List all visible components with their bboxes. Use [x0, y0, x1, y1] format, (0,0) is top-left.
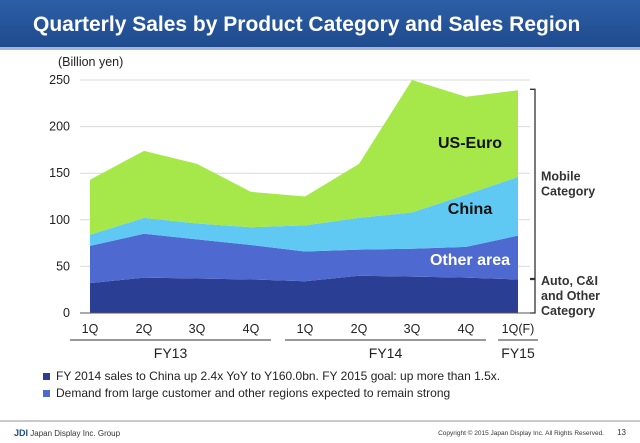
x-tick-label: 1Q — [297, 322, 314, 336]
bracket-label: and Other — [541, 289, 600, 303]
category-bracket — [530, 278, 536, 314]
y-tick-label: 0 — [63, 306, 70, 320]
company-name: Japan Display Inc. Group — [30, 429, 121, 438]
y-tick-label: 100 — [49, 213, 70, 227]
category-bracket — [530, 88, 536, 280]
series-label: Other area — [430, 252, 510, 269]
bullet-icon — [43, 390, 50, 397]
copyright-text: Copyright © 2015 Japan Display Inc. All … — [438, 430, 604, 437]
area-other-area — [90, 233, 518, 284]
page-number: 13 — [617, 428, 626, 437]
group-label: FY14 — [369, 345, 403, 361]
group-label: FY15 — [501, 345, 535, 361]
x-tick-label: 3Q — [404, 322, 421, 336]
logo-mark: JDI — [14, 428, 29, 438]
note-item: FY 2014 sales to China up 2.4x YoY to Y1… — [40, 368, 630, 385]
x-tick-label: 3Q — [189, 322, 206, 336]
bracket-label: Category — [541, 184, 595, 198]
footer-divider — [0, 420, 640, 422]
area-auto-ci-other — [90, 275, 518, 313]
group-label: FY13 — [154, 345, 188, 361]
y-tick-label: 150 — [49, 166, 70, 180]
x-tick-label: 4Q — [458, 322, 475, 336]
y-unit-label: (Billion yen) — [58, 55, 123, 69]
series-label: US-Euro — [438, 135, 502, 152]
y-tick-label: 250 — [49, 73, 70, 87]
x-tick-label: 1Q — [82, 322, 99, 336]
notes-list: FY 2014 sales to China up 2.4x YoY to Y1… — [40, 368, 630, 402]
company-logo: JDI Japan Display Inc. Group — [14, 428, 120, 438]
y-tick-label: 50 — [56, 259, 70, 273]
x-tick-label: 4Q — [243, 322, 260, 336]
x-tick-label: 1Q(F) — [502, 322, 535, 336]
note-item: Demand from large customer and other reg… — [40, 385, 630, 402]
y-tick-label: 200 — [49, 120, 70, 134]
sales-area-chart: (Billion yen) 0 50 100 150 200 250 1Q 2Q 3Q 4Q 1Q 2… — [49, 55, 600, 361]
x-tick-label: 2Q — [351, 322, 368, 336]
note-text: Demand from large customer and other reg… — [56, 386, 451, 400]
bracket-label: Category — [541, 304, 595, 318]
page-title: Quarterly Sales by Product Category and … — [0, 0, 640, 50]
x-tick-label: 2Q — [136, 322, 153, 336]
area-china — [90, 176, 518, 252]
bullet-icon — [43, 373, 50, 380]
bracket-label: Auto, C&I — [541, 274, 598, 288]
bracket-label: Mobile — [541, 169, 581, 183]
note-text: FY 2014 sales to China up 2.4x YoY to Y1… — [56, 369, 501, 383]
area-us-euro — [90, 80, 518, 235]
series-label: China — [448, 201, 493, 218]
